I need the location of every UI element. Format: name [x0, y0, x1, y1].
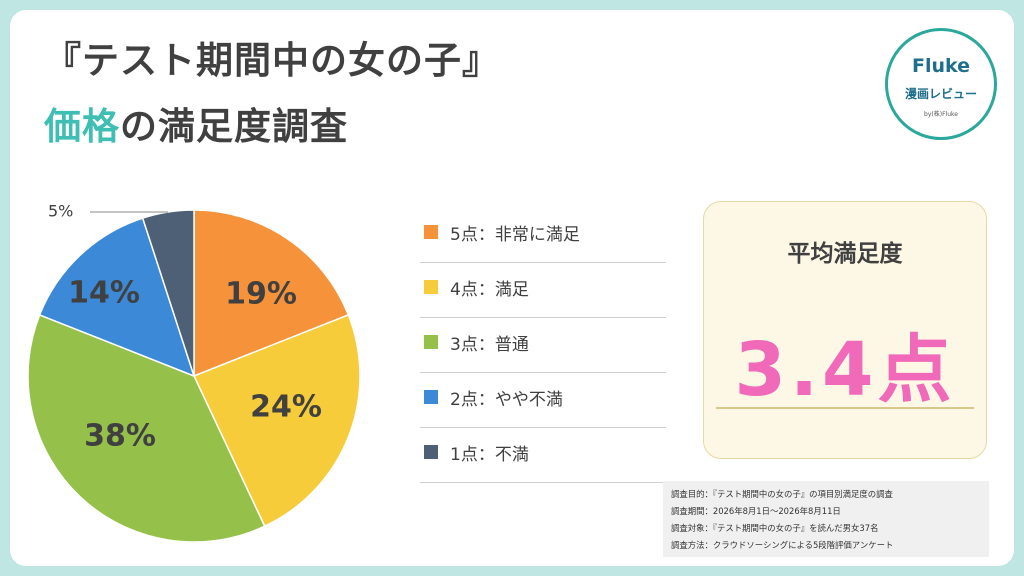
legend-item-2: 2点：やや不満 [420, 373, 666, 428]
legend-label: 4点：満足 [450, 280, 529, 300]
legend-swatch [424, 225, 438, 239]
fluke-logo: Fluke 漫画レビュー by(株)Fluke [885, 28, 997, 140]
legend-item-1: 1点：不満 [420, 428, 666, 483]
legend-swatch [424, 445, 438, 459]
legend-item-4: 4点：満足 [420, 263, 666, 318]
legend-item-3: 3点：普通 [420, 318, 666, 373]
pie-data-label: 14% [68, 276, 140, 311]
survey-notes: 調査目的：『テスト期間中の女の子』の項目別満足度の調査 調査期間：2026年8月… [663, 481, 989, 557]
average-satisfaction-box: 平均満足度 3.4点 [703, 201, 987, 459]
legend-label: 5点：非常に満足 [450, 225, 580, 245]
pie-slice [141, 209, 195, 377]
note-purpose: 調査目的：『テスト期間中の女の子』の項目別満足度の調査 [671, 489, 893, 499]
title-accent: 価格 [44, 105, 120, 148]
note-target: 調査対象：『テスト期間中の女の子』を読んだ男女37名 [671, 523, 879, 533]
legend-label: 1点：不満 [450, 445, 529, 465]
note-method: 調査方法：クラウドソーシングによる5段階評価アンケート [671, 540, 894, 550]
title-line-1: 『テスト期間中の女の子』 [44, 39, 500, 82]
pie-slice [193, 209, 350, 378]
legend-swatch [424, 390, 438, 404]
pie-slice [192, 313, 361, 528]
legend-item-5: 5点：非常に満足 [420, 208, 666, 263]
legend: 5点：非常に満足 4点：満足 3点：普通 2点：やや不満 1点：不満 [420, 208, 666, 483]
logo-brand: Fluke [911, 55, 971, 77]
note-period: 調査期間：2026年8月1日～2026年8月11日 [671, 506, 841, 516]
pie-slice [27, 313, 266, 543]
title-line-2: 価格の満足度調査 [44, 96, 348, 150]
legend-swatch [424, 335, 438, 349]
pie-data-label: 5% [48, 202, 73, 221]
legend-label: 2点：やや不満 [450, 390, 563, 410]
average-underline [716, 407, 974, 409]
pie-data-label: 19% [225, 277, 297, 312]
pie-data-label: 38% [84, 419, 156, 454]
average-title: 平均満足度 [787, 241, 903, 267]
pie-chart: 19% 24% 38% 14% 5% [27, 202, 361, 543]
legend-swatch [424, 280, 438, 294]
legend-label: 3点：普通 [450, 335, 529, 355]
title-rest: の満足度調査 [120, 105, 348, 148]
pie-data-label: 24% [250, 390, 322, 425]
logo-byline: by(株)Fluke [924, 111, 958, 118]
average-value: 3.4点 [734, 327, 956, 413]
logo-subtitle: 漫画レビュー [904, 87, 977, 101]
